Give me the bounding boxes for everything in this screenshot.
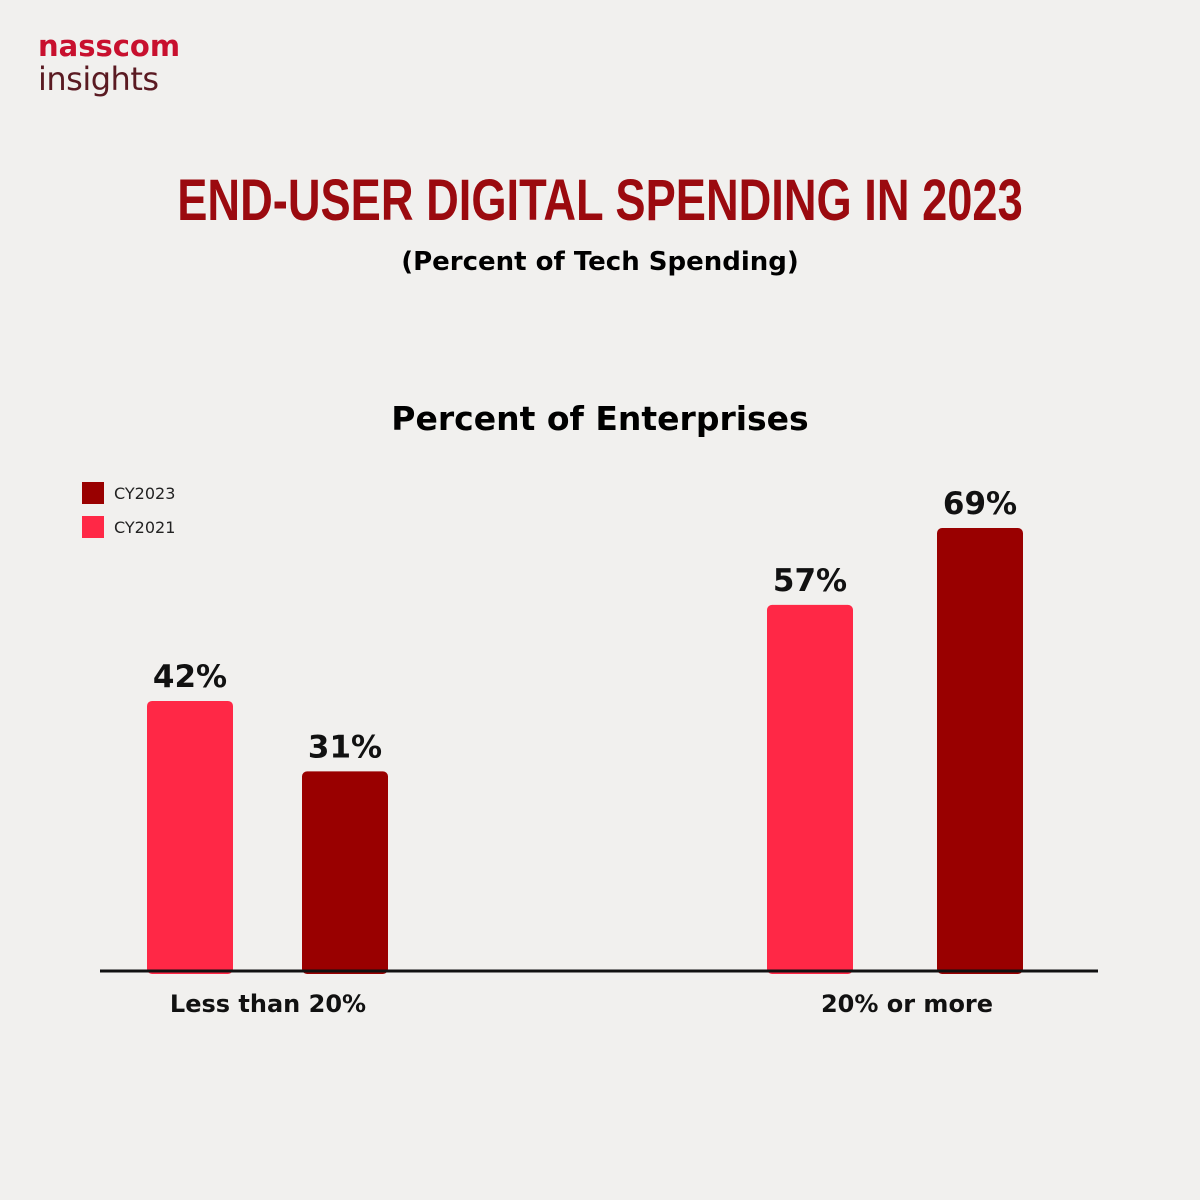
category-label-2: 20% or more bbox=[821, 990, 993, 1018]
page-subtitle: (Percent of Tech Spending) bbox=[401, 247, 799, 277]
legend-swatch-cy2021 bbox=[82, 516, 104, 538]
category-label-1: Less than 20% bbox=[170, 990, 366, 1018]
bar-cy2023-1 bbox=[302, 771, 388, 974]
legend-item-cy2021: CY2021 bbox=[82, 516, 175, 538]
bar-cy2021-2 bbox=[767, 604, 853, 974]
legend-item-cy2023: CY2023 bbox=[82, 482, 175, 504]
chart-title: Percent of Enterprises bbox=[391, 399, 809, 438]
chart-legend: CY2023 CY2021 bbox=[82, 482, 175, 550]
data-label-cy2023-2: 69% bbox=[943, 486, 1017, 522]
brand-name-top: nasscom bbox=[38, 29, 181, 63]
brand-logo: nasscom insights bbox=[38, 29, 181, 98]
data-label-cy2021-1: 42% bbox=[153, 659, 227, 695]
data-label-cy2023-1: 31% bbox=[308, 729, 382, 765]
legend-swatch-cy2023 bbox=[82, 482, 104, 504]
data-label-cy2021-2: 57% bbox=[773, 563, 847, 599]
bar-cy2023-2 bbox=[937, 528, 1023, 974]
page-title: END-USER DIGITAL SPENDING IN 2023 bbox=[177, 168, 1023, 233]
legend-label-cy2021: CY2021 bbox=[114, 517, 176, 537]
bar-cy2021-1 bbox=[147, 700, 233, 974]
legend-label-cy2023: CY2023 bbox=[114, 483, 176, 503]
brand-name-bottom: insights bbox=[38, 60, 159, 98]
